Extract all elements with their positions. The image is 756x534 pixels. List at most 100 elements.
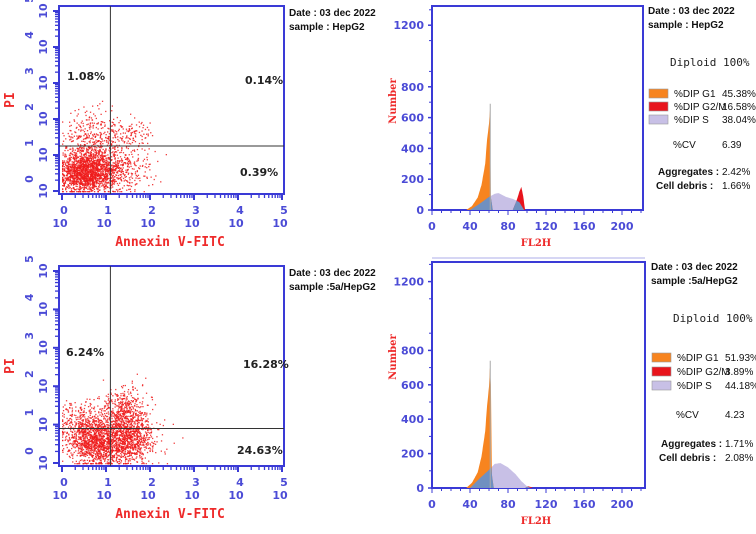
scatter-point (99, 422, 101, 424)
scatter-point (86, 142, 88, 145)
scatter-point (116, 430, 119, 432)
scatter-point (112, 180, 114, 182)
scatter-point (119, 402, 122, 405)
scatter-point (77, 191, 79, 193)
scatter-point (104, 168, 106, 170)
scatter-point (160, 181, 162, 183)
scatter-point (123, 414, 125, 417)
scatter-point (64, 421, 67, 424)
scatter-point (80, 414, 82, 416)
scatter-point (64, 404, 66, 406)
scatter-point (95, 413, 97, 416)
scatter-point (131, 418, 133, 421)
scatter-point (91, 426, 93, 428)
scatter-point (96, 182, 98, 184)
scatter-point (90, 448, 92, 450)
scatter-point (125, 428, 127, 430)
scatter-point (116, 445, 118, 447)
scatter-point (121, 451, 123, 454)
scatter-point (112, 162, 114, 164)
scatter-point (112, 455, 114, 457)
scatter-point (84, 178, 86, 180)
scatter-point (104, 150, 106, 152)
scatter-point (126, 135, 128, 137)
scatter-point (134, 141, 137, 143)
scatter-point (84, 167, 86, 169)
scatter-point (108, 443, 110, 445)
scatter-point (123, 174, 126, 177)
scatter-point (146, 133, 148, 135)
scatter-point (131, 380, 133, 382)
scatter-point (118, 463, 121, 465)
scatter-point (116, 172, 118, 174)
scatter-point (126, 408, 128, 410)
scatter-point (82, 428, 84, 430)
scatter-point (89, 436, 91, 438)
scatter-point (101, 423, 103, 426)
scatter-point (111, 420, 113, 423)
scatter-point (97, 397, 99, 399)
scatter-point (95, 181, 97, 183)
scatter-point (142, 127, 144, 129)
scatter-point (144, 437, 146, 439)
scatter-point (86, 427, 88, 429)
scatter-point (89, 177, 91, 179)
scatter-point (68, 169, 70, 172)
scatter-point (128, 128, 130, 130)
scatter-point (130, 447, 132, 450)
scatter-point (129, 435, 131, 438)
scatter-point (86, 135, 88, 137)
scatter-point (117, 437, 119, 439)
scatter-point (84, 161, 86, 163)
scatter-point (62, 168, 64, 170)
scatter-point (116, 454, 118, 456)
scatter-point (76, 147, 79, 149)
scatter-point (109, 180, 111, 182)
scatter-point (70, 170, 72, 172)
scatter-point (111, 416, 113, 418)
scatter-point (144, 166, 146, 168)
scatter-point (99, 425, 101, 427)
scatter-point (118, 128, 120, 130)
scatter-point (105, 161, 108, 163)
scatter-point (102, 159, 104, 161)
scatter-point (105, 430, 107, 432)
scatter-point (106, 438, 108, 440)
scatter-point (89, 412, 91, 414)
scatter-point (130, 133, 133, 135)
scatter-point (85, 169, 87, 171)
scatter-point (87, 432, 89, 434)
scatter-point (130, 439, 133, 441)
scatter-point (116, 116, 118, 119)
scatter-point (93, 150, 95, 152)
scatter-point (117, 424, 119, 426)
scatter-point (87, 157, 89, 159)
scatter-point (82, 162, 84, 164)
scatter-point (146, 434, 149, 436)
scatter-point (82, 432, 84, 434)
scatter-point (69, 418, 71, 420)
scatter-point (87, 146, 89, 148)
scatter-point (152, 445, 154, 447)
scatter-point (97, 156, 99, 159)
scatter-point (101, 153, 103, 156)
scatter-point (105, 401, 107, 403)
scatter-point (78, 432, 80, 434)
dot-plot-bottom-left: 010100110101210102310103410104510105Anne… (3, 255, 376, 522)
scatter-point (113, 166, 115, 168)
scatter-point (81, 452, 83, 455)
scatter-point (89, 125, 91, 127)
scatter-point (64, 439, 66, 441)
scatter-point (136, 148, 139, 151)
scatter-point (83, 445, 85, 447)
scatter-point (130, 185, 133, 188)
scatter-point (81, 440, 83, 443)
scatter-point (99, 461, 101, 464)
scatter-point (101, 422, 103, 424)
scatter-point (147, 153, 149, 155)
scatter-point (84, 179, 86, 181)
scatter-point (106, 412, 108, 414)
scatter-point (129, 160, 131, 162)
scatter-point (143, 427, 145, 429)
scatter-point (107, 431, 109, 433)
